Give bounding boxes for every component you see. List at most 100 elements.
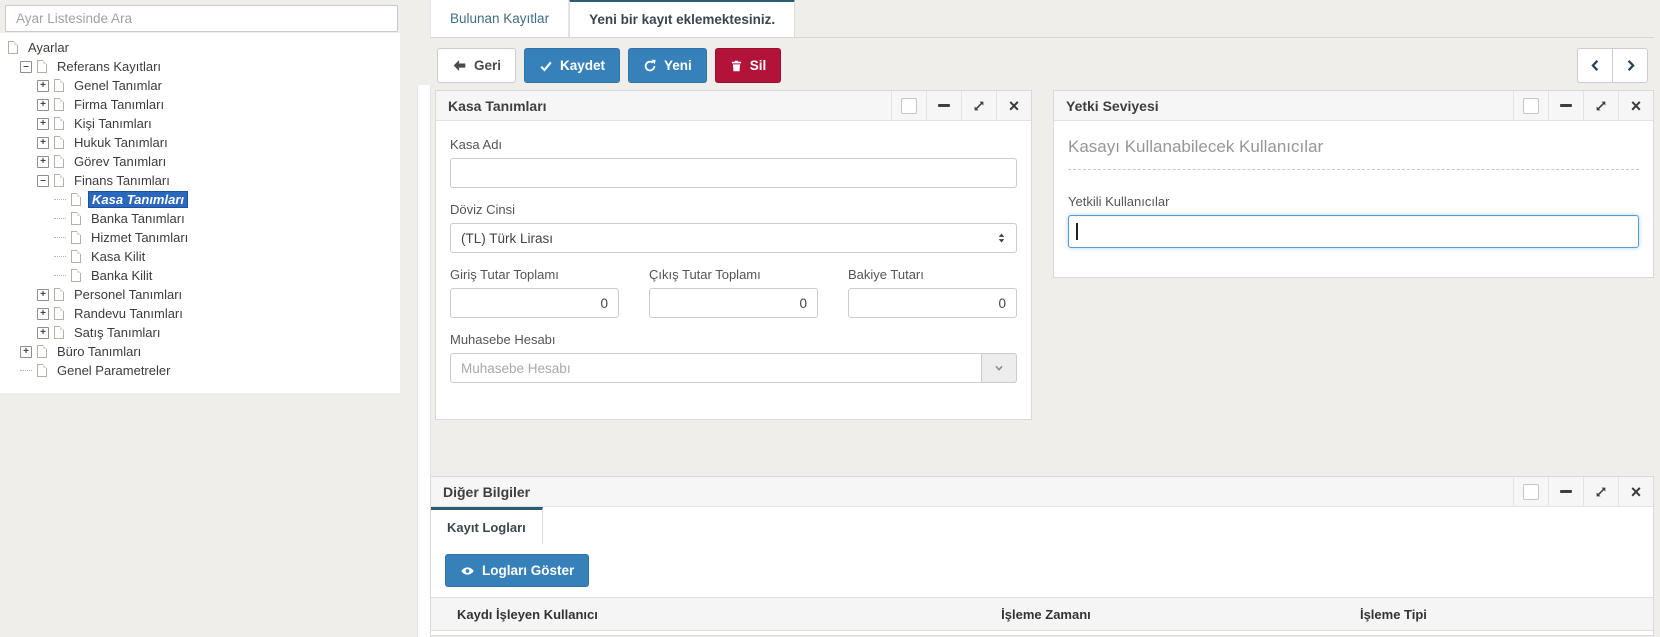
tree-item-label: Banka Kilit — [91, 268, 153, 283]
collapse-toggle-icon[interactable]: – — [37, 174, 49, 187]
expand-icon — [972, 99, 986, 113]
expand-toggle-icon[interactable]: + — [37, 155, 49, 168]
delete-button[interactable]: Sil — [714, 48, 782, 83]
yetki-panel-header: Yetki Seviyesi × — [1054, 91, 1653, 121]
tab-new-record[interactable]: Yeni bir kayıt eklemektesiniz. — [569, 0, 796, 37]
column-header-isleme-zamani: İşleme Zamanı — [1001, 606, 1091, 622]
minus-icon — [1560, 490, 1572, 493]
show-logs-button-label: Logları Göster — [482, 563, 575, 578]
delete-button-label: Sil — [749, 58, 767, 73]
new-button[interactable]: Yeni — [628, 48, 707, 83]
panel-collapse-button[interactable] — [1548, 91, 1583, 120]
document-icon — [54, 174, 64, 187]
tree-item-referans-kayitlari[interactable]: – Referans Kayıtları — [0, 57, 400, 76]
panel-expand-button[interactable] — [961, 91, 996, 120]
panel-select-checkbox[interactable] — [891, 91, 926, 120]
document-icon — [54, 98, 64, 111]
tree-connector — [54, 275, 66, 276]
expand-toggle-icon[interactable]: + — [37, 98, 49, 111]
back-button[interactable]: Geri — [437, 48, 517, 83]
tab-found-records[interactable]: Bulunan Kayıtlar — [430, 0, 570, 37]
kasa-panel-controls: × — [891, 91, 1031, 120]
document-icon — [71, 250, 81, 263]
panel-select-checkbox[interactable] — [1513, 91, 1548, 120]
tree-item-banka-kilit[interactable]: Banka Kilit — [0, 266, 400, 285]
bakiye-tutari-input[interactable] — [848, 288, 1017, 318]
muhasebe-hesabi-input[interactable] — [450, 353, 981, 383]
document-icon — [54, 307, 64, 320]
show-logs-button[interactable]: Logları Göster — [445, 554, 590, 587]
panel-close-button[interactable]: × — [996, 91, 1031, 120]
tree-item-label: Finans Tanımları — [74, 173, 170, 188]
document-icon — [54, 155, 64, 168]
tree-item-firma-tanimlari[interactable]: + Firma Tanımları — [0, 95, 400, 114]
giris-tutar-input[interactable] — [450, 288, 619, 318]
tree-item-hizmet-tanimlari[interactable]: Hizmet Tanımları — [0, 228, 400, 247]
tree-item-finans-tanimlari[interactable]: – Finans Tanımları — [0, 171, 400, 190]
tree-item-satis-tanimlari[interactable]: + Satış Tanımları — [0, 323, 400, 342]
text-cursor — [1076, 223, 1078, 240]
panel-collapse-button[interactable] — [926, 91, 961, 120]
trash-icon — [730, 59, 743, 73]
search-input[interactable] — [5, 5, 398, 32]
kasa-adi-input[interactable] — [450, 158, 1017, 188]
expand-toggle-icon[interactable]: + — [37, 288, 49, 301]
tab-new-record-label: Yeni bir kayıt eklemektesiniz. — [589, 12, 776, 27]
yetki-seviyesi-panel: Yetki Seviyesi × Kasayı Kullanabilecek K… — [1053, 90, 1654, 278]
tree-item-label: Kasa Tanımları — [88, 191, 189, 208]
tree-item-ayarlar[interactable]: Ayarlar — [0, 38, 400, 57]
document-icon — [8, 41, 18, 54]
tree-item-label: Satış Tanımları — [74, 325, 161, 340]
up-down-spinner-icon — [995, 231, 1008, 245]
expand-toggle-icon[interactable]: + — [37, 79, 49, 92]
tree-item-genel-tanimlar[interactable]: + Genel Tanımlar — [0, 76, 400, 95]
save-button-label: Kaydet — [560, 58, 606, 73]
expand-toggle-icon[interactable]: + — [37, 326, 49, 339]
expand-toggle-icon[interactable]: + — [37, 117, 49, 130]
tree-item-hukuk-tanimlari[interactable]: + Hukuk Tanımları — [0, 133, 400, 152]
chevron-left-icon — [1588, 58, 1603, 73]
close-icon: × — [1630, 95, 1642, 116]
previous-record-button[interactable] — [1577, 48, 1613, 83]
next-record-button[interactable] — [1612, 48, 1648, 83]
expand-toggle-icon[interactable]: + — [37, 307, 49, 320]
panel-expand-button[interactable] — [1583, 91, 1618, 120]
doviz-cinsi-label: Döviz Cinsi — [450, 202, 516, 217]
tree-item-randevu-tanimlari[interactable]: + Randevu Tanımları — [0, 304, 400, 323]
document-icon — [54, 117, 64, 130]
document-icon — [54, 288, 64, 301]
yetkili-kullanicilar-input[interactable] — [1068, 215, 1639, 248]
tree-item-kisi-tanimlari[interactable]: + Kişi Tanımları — [0, 114, 400, 133]
collapse-toggle-icon[interactable]: – — [20, 60, 32, 73]
doviz-cinsi-select[interactable]: (TL) Türk Lirası — [450, 223, 1017, 253]
tree-item-buro-tanimlari[interactable]: + Büro Tanımları — [0, 342, 400, 361]
panel-close-button[interactable]: × — [1618, 477, 1653, 506]
tree-item-personel-tanimlari[interactable]: + Personel Tanımları — [0, 285, 400, 304]
expand-toggle-icon[interactable]: + — [37, 136, 49, 149]
tab-kayit-loglari[interactable]: Kayıt Logları — [431, 507, 543, 544]
panel-collapse-button[interactable] — [1548, 477, 1583, 506]
tree-item-kasa-kilit[interactable]: Kasa Kilit — [0, 247, 400, 266]
panel-select-checkbox[interactable] — [1513, 477, 1548, 506]
document-icon — [54, 79, 64, 92]
tree-item-label: Büro Tanımları — [57, 344, 142, 359]
minus-icon — [1560, 104, 1572, 107]
tree-item-label: Genel Parametreler — [57, 363, 171, 378]
yetkili-kullanicilar-label: Yetkili Kullanıcılar — [1068, 194, 1170, 209]
expand-toggle-icon[interactable]: + — [20, 345, 32, 358]
tree-connector — [20, 370, 32, 371]
eye-icon — [460, 564, 475, 578]
cikis-tutar-input[interactable] — [649, 288, 818, 318]
tree-item-gorev-tanimlari[interactable]: + Görev Tanımları — [0, 152, 400, 171]
muhasebe-hesabi-dropdown-button[interactable] — [981, 353, 1017, 383]
panel-close-button[interactable]: × — [1618, 91, 1653, 120]
tree-item-genel-parametreler[interactable]: Genel Parametreler — [0, 361, 400, 380]
tree-item-banka-tanimlari[interactable]: Banka Tanımları — [0, 209, 400, 228]
save-button[interactable]: Kaydet — [524, 48, 621, 83]
diger-panel-controls: × — [1513, 477, 1653, 506]
tree-item-label: Banka Tanımları — [91, 211, 185, 226]
tree-connector — [54, 199, 66, 200]
yetki-panel-title: Yetki Seviyesi — [1066, 97, 1159, 114]
tree-item-kasa-tanimlari[interactable]: Kasa Tanımları — [0, 190, 400, 209]
panel-expand-button[interactable] — [1583, 477, 1618, 506]
